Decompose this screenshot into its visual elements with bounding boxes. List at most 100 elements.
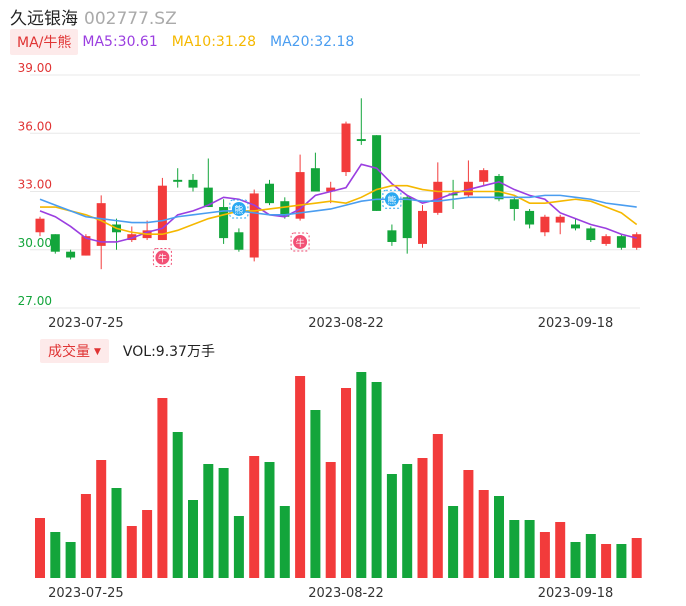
y-tick-label: 33.00	[18, 178, 52, 192]
candle-up	[555, 214, 565, 235]
volume-bar-down	[203, 464, 214, 578]
volume-bar-up	[478, 490, 489, 578]
candle-up	[96, 195, 106, 270]
marker-label: 熊	[387, 194, 396, 206]
candle-down	[586, 226, 596, 242]
candle-body	[525, 210, 535, 225]
volume-bar-down	[356, 372, 367, 578]
candle-body	[494, 175, 504, 200]
volume-bar-down	[371, 382, 382, 578]
candle-body	[127, 234, 137, 241]
candle-body	[372, 135, 382, 211]
candle-body	[295, 172, 305, 219]
candle-body	[479, 170, 489, 182]
volume-legend: 成交量 ▼ VOL:9.37万手	[40, 339, 215, 363]
volume-bar-up	[539, 532, 550, 578]
volume-bar-down	[172, 432, 183, 578]
candle-body	[448, 193, 458, 196]
volume-bars	[35, 372, 642, 578]
candle-body	[234, 232, 244, 250]
bull-marker: 牛	[290, 232, 310, 252]
candle-body	[571, 224, 580, 229]
candle-body	[50, 234, 60, 252]
candle-down	[112, 218, 121, 250]
candle-body	[463, 181, 473, 196]
candle-up	[418, 205, 427, 248]
candle-body	[632, 234, 642, 248]
candle-body	[265, 183, 274, 204]
candle-down	[525, 208, 535, 229]
candle-down	[571, 218, 580, 231]
volume-bar-up	[601, 544, 612, 578]
candle-body	[402, 197, 412, 239]
volume-bar-down	[448, 506, 459, 578]
volume-bar-down	[585, 534, 596, 578]
candle-down	[219, 199, 229, 244]
candle-down	[265, 179, 274, 206]
volume-x-tick-label: 2023-09-18	[538, 586, 614, 601]
ma-legend: MA/牛熊 MA5:30.61 MA10:31.28 MA20:32.18	[10, 29, 368, 55]
marker-frame	[290, 232, 310, 252]
candle-down	[203, 158, 213, 208]
candle-body	[418, 210, 427, 244]
volume-bar-up	[126, 526, 137, 578]
ma5-line	[39, 163, 637, 243]
price-y-axis: 39.00 36.00 33.00 30.00 27.00	[18, 61, 52, 308]
volume-bar-up	[249, 456, 260, 578]
bull-bear-markers: 牛 熊牛 熊	[152, 189, 402, 268]
marker-badge	[384, 192, 399, 207]
candle-body	[509, 199, 519, 209]
candle-down	[509, 197, 519, 221]
caret-down-icon: ▼	[94, 347, 101, 357]
candle-body	[555, 216, 565, 223]
candle-body	[96, 203, 106, 246]
volume-bar-down	[616, 544, 627, 578]
candle-down	[66, 249, 76, 260]
bear-marker: 熊	[382, 189, 402, 209]
volume-bar-down	[509, 520, 520, 578]
price-grid	[30, 74, 640, 309]
marker-frame	[229, 199, 249, 219]
volume-bar-up	[631, 538, 642, 578]
ma-indicator-tag[interactable]: MA/牛熊	[10, 29, 79, 55]
candle-body	[433, 181, 443, 213]
volume-bar-up	[157, 398, 168, 578]
stock-title: 久远银海 002777.SZ	[10, 4, 177, 29]
candle-down	[173, 168, 183, 188]
candle-body	[387, 230, 397, 242]
candle-down	[188, 174, 198, 192]
volume-indicator-tag[interactable]: 成交量 ▼	[40, 339, 109, 363]
volume-bar-down	[233, 516, 244, 578]
candle-body	[601, 236, 611, 244]
volume-bar-up	[417, 458, 428, 578]
candle-body	[188, 179, 198, 188]
ma10-label: MA10:31.28	[171, 34, 257, 50]
volume-bar-up	[96, 460, 107, 578]
x-tick-label: 2023-08-22	[308, 316, 384, 331]
candle-down	[234, 228, 244, 252]
volume-bar-down	[65, 542, 76, 578]
stock-code: 002777.SZ	[84, 9, 177, 29]
candle-body	[173, 179, 183, 182]
marker-badge	[293, 234, 308, 249]
y-tick-label: 39.00	[18, 61, 52, 75]
candle-down	[50, 234, 60, 254]
ma20-line	[39, 194, 637, 224]
candle-body	[219, 207, 229, 239]
y-tick-label: 36.00	[18, 119, 52, 133]
candle-body	[341, 123, 351, 173]
x-tick-label: 2023-09-18	[538, 316, 614, 331]
marker-frame	[382, 189, 402, 209]
volume-bar-down	[570, 542, 581, 578]
candle-up	[35, 216, 45, 237]
volume-bar-down	[310, 410, 321, 578]
candle-body	[249, 193, 259, 258]
marker-label: 牛	[296, 237, 305, 249]
volume-bar-down	[50, 532, 61, 578]
candle-up	[632, 232, 642, 250]
candle-body	[326, 187, 336, 192]
candle-body	[35, 218, 45, 233]
candle-down	[372, 135, 382, 211]
candle-up	[249, 189, 259, 262]
candle-body	[280, 201, 290, 217]
